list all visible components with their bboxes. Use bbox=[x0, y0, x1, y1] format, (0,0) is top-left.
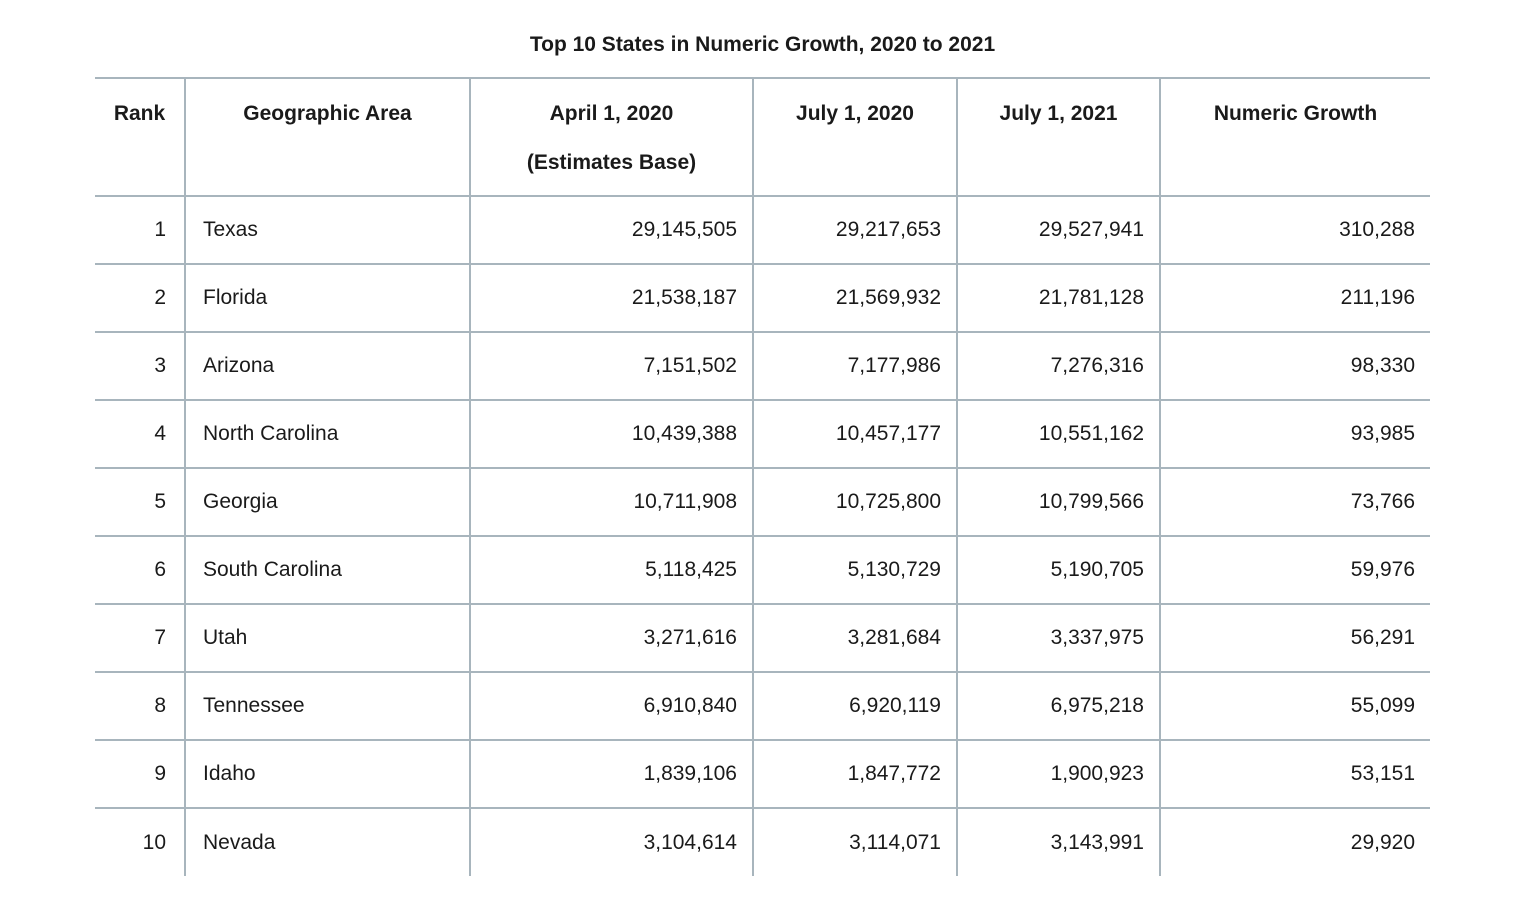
column-header-geographic-area: Geographic Area bbox=[184, 78, 470, 196]
rank-cell: 4 bbox=[154, 422, 166, 445]
rank-cell: 10 bbox=[142, 830, 166, 854]
july-2020-cell: 5,130,729 bbox=[752, 536, 957, 604]
table-container: Top 10 States in Numeric Growth, 2020 to… bbox=[95, 0, 1430, 876]
rank-cell: 6 bbox=[154, 558, 166, 581]
growth-cell: 98,330 bbox=[1159, 332, 1430, 400]
july-2020-cell: 10,457,177 bbox=[752, 400, 957, 468]
growth-cell: 55,099 bbox=[1159, 672, 1430, 740]
table-row: 10 Nevada 3,104,614 3,114,071 3,143,991 … bbox=[95, 808, 1430, 876]
table-row: 2 Florida 21,538,187 21,569,932 21,781,1… bbox=[95, 264, 1430, 332]
table-header: Rank Geographic Area April 1, 2020 (Esti… bbox=[95, 78, 1430, 196]
april-2020-cell: 6,910,840 bbox=[469, 672, 753, 740]
column-header-label: Numeric Growth bbox=[1213, 102, 1378, 125]
july-2021-cell: 10,799,566 bbox=[956, 468, 1160, 536]
july-2020-cell: 3,281,684 bbox=[752, 604, 957, 672]
july-2021-cell: 1,900,923 bbox=[956, 740, 1160, 808]
growth-cell: 53,151 bbox=[1159, 740, 1430, 808]
april-2020-cell: 7,151,502 bbox=[469, 332, 753, 400]
july-2021-cell: 6,975,218 bbox=[956, 672, 1160, 740]
table-row: 4 North Carolina 10,439,388 10,457,177 1… bbox=[95, 400, 1430, 468]
area-cell: Arizona bbox=[184, 332, 470, 400]
table-body: 1 Texas 29,145,505 29,217,653 29,527,941… bbox=[95, 196, 1430, 876]
page-title: Top 10 States in Numeric Growth, 2020 to… bbox=[529, 33, 996, 56]
table-row: 1 Texas 29,145,505 29,217,653 29,527,941… bbox=[95, 196, 1430, 264]
column-header-sublabel: (Estimates Base) bbox=[526, 151, 697, 174]
rank-cell: 3 bbox=[154, 354, 166, 377]
area-cell: Tennessee bbox=[184, 672, 470, 740]
rank-cell: 7 bbox=[154, 626, 166, 649]
july-2020-cell: 1,847,772 bbox=[752, 740, 957, 808]
july-2021-cell: 21,781,128 bbox=[956, 264, 1160, 332]
july-2021-cell: 3,143,991 bbox=[956, 808, 1160, 876]
header-row: Rank Geographic Area April 1, 2020 (Esti… bbox=[95, 78, 1430, 196]
growth-cell: 29,920 bbox=[1159, 808, 1430, 876]
growth-cell: 93,985 bbox=[1159, 400, 1430, 468]
rank-cell: 5 bbox=[154, 490, 166, 513]
column-header-label: July 1, 2020 bbox=[796, 102, 914, 125]
rank-cell: 8 bbox=[154, 694, 166, 717]
july-2020-cell: 21,569,932 bbox=[752, 264, 957, 332]
growth-cell: 310,288 bbox=[1159, 196, 1430, 264]
table-row: 7 Utah 3,271,616 3,281,684 3,337,975 56,… bbox=[95, 604, 1430, 672]
area-cell: Utah bbox=[184, 604, 470, 672]
april-2020-cell: 29,145,505 bbox=[469, 196, 753, 264]
april-2020-cell: 3,104,614 bbox=[469, 808, 753, 876]
area-cell: Texas bbox=[184, 196, 470, 264]
growth-cell: 56,291 bbox=[1159, 604, 1430, 672]
april-2020-cell: 1,839,106 bbox=[469, 740, 753, 808]
column-header-july-2021: July 1, 2021 bbox=[956, 78, 1160, 196]
column-header-label: Geographic Area bbox=[243, 102, 412, 125]
july-2021-cell: 3,337,975 bbox=[956, 604, 1160, 672]
table-row: 5 Georgia 10,711,908 10,725,800 10,799,5… bbox=[95, 468, 1430, 536]
july-2021-cell: 29,527,941 bbox=[956, 196, 1160, 264]
area-cell: Florida bbox=[184, 264, 470, 332]
column-header-july-2020: July 1, 2020 bbox=[752, 78, 957, 196]
area-cell: South Carolina bbox=[184, 536, 470, 604]
table-row: 9 Idaho 1,839,106 1,847,772 1,900,923 53… bbox=[95, 740, 1430, 808]
april-2020-cell: 10,711,908 bbox=[469, 468, 753, 536]
july-2020-cell: 29,217,653 bbox=[752, 196, 957, 264]
july-2020-cell: 10,725,800 bbox=[752, 468, 957, 536]
july-2021-cell: 10,551,162 bbox=[956, 400, 1160, 468]
rank-cell: 2 bbox=[154, 286, 166, 309]
table-row: 3 Arizona 7,151,502 7,177,986 7,276,316 … bbox=[95, 332, 1430, 400]
area-cell: Georgia bbox=[184, 468, 470, 536]
area-cell: Nevada bbox=[184, 808, 470, 876]
area-cell: Idaho bbox=[184, 740, 470, 808]
april-2020-cell: 5,118,425 bbox=[469, 536, 753, 604]
april-2020-cell: 10,439,388 bbox=[469, 400, 753, 468]
data-table: Rank Geographic Area April 1, 2020 (Esti… bbox=[95, 77, 1430, 876]
july-2020-cell: 6,920,119 bbox=[752, 672, 957, 740]
july-2020-cell: 7,177,986 bbox=[752, 332, 957, 400]
april-2020-cell: 21,538,187 bbox=[469, 264, 753, 332]
growth-cell: 73,766 bbox=[1159, 468, 1430, 536]
column-header-label: Rank bbox=[113, 102, 166, 125]
area-cell: North Carolina bbox=[184, 400, 470, 468]
column-header-numeric-growth: Numeric Growth bbox=[1159, 78, 1430, 196]
column-header-label: July 1, 2021 bbox=[999, 102, 1118, 125]
growth-cell: 211,196 bbox=[1159, 264, 1430, 332]
table-row: 8 Tennessee 6,910,840 6,920,119 6,975,21… bbox=[95, 672, 1430, 740]
column-header-april-2020: April 1, 2020 (Estimates Base) bbox=[469, 78, 753, 196]
april-2020-cell: 3,271,616 bbox=[469, 604, 753, 672]
rank-cell: 1 bbox=[154, 218, 166, 241]
july-2021-cell: 7,276,316 bbox=[956, 332, 1160, 400]
table-row: 6 South Carolina 5,118,425 5,130,729 5,1… bbox=[95, 536, 1430, 604]
july-2021-cell: 5,190,705 bbox=[956, 536, 1160, 604]
column-header-rank: Rank bbox=[95, 78, 185, 196]
column-header-label: April 1, 2020 bbox=[549, 102, 674, 125]
july-2020-cell: 3,114,071 bbox=[752, 808, 957, 876]
growth-cell: 59,976 bbox=[1159, 536, 1430, 604]
rank-cell: 9 bbox=[154, 762, 166, 785]
